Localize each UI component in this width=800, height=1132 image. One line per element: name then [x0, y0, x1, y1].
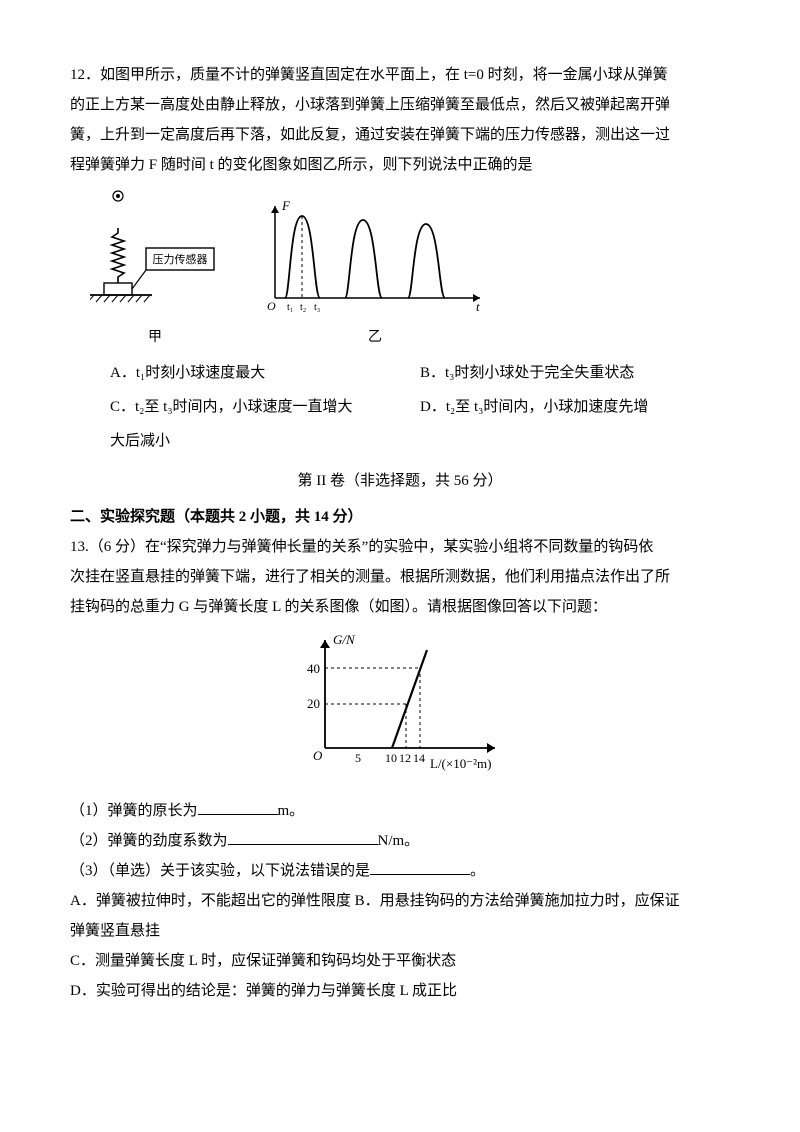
q12-stem-line3: 簧，上升到一定高度后再下落，如此反复，通过安装在弹簧下端的压力传感器，测出这一过 — [70, 120, 730, 150]
q12-figures: 压力传感器 甲 F t O t₁ t₂ t₃ 乙 — [90, 188, 730, 352]
q12-fig-jia: 压力传感器 甲 — [90, 188, 220, 352]
q12-option-b: B．t₃时刻小球处于完全失重状态 — [420, 358, 730, 388]
q12-option-d: D．t₂至 t₃时间内，小球加速度先增 — [420, 392, 730, 422]
xtick-14: 14 — [413, 751, 425, 765]
q12-option-a: A．t₁时刻小球速度最大 — [110, 358, 420, 388]
q13-stem-line1: 13.（6 分）在“探究弹力与弹簧伸长量的关系”的实验中，某实验小组将不同数量的… — [70, 532, 730, 562]
section-ii-sub: 二、实验探究题（本题共 2 小题，共 14 分） — [70, 502, 730, 532]
q12-option-d-cont: 大后减小 — [70, 426, 730, 456]
q13-option-a2: 弹簧竖直悬挂 — [70, 916, 730, 946]
q12-stem-line2: 的正上方某一高度处由静止释放，小球落到弹簧上压缩弹簧至最低点，然后又被弹起离开弹 — [70, 90, 730, 120]
q12-stem-line4: 程弹簧弹力 F 随时间 t 的变化图象如图乙所示，则下列说法中正确的是 — [70, 150, 730, 180]
q13-sub3-end: 。 — [470, 863, 485, 879]
tick-t1: t₁ — [287, 302, 293, 313]
q13-sub1: （1）弹簧的原长为 m。 — [70, 796, 730, 826]
q13-sub3: （3）（单选）关于该实验，以下说法错误的是 。 — [70, 856, 730, 886]
q13-option-d: D．实验可得出的结论是：弹簧的弹力与弹簧长度 L 成正比 — [70, 976, 730, 1006]
q13-option-c: C．测量弹簧长度 L 时，应保证弹簧和钩码均处于平衡状态 — [70, 946, 730, 976]
xtick-12: 12 — [399, 751, 411, 765]
svg-text:O: O — [313, 748, 323, 763]
tick-t3: t₃ — [314, 302, 320, 313]
q13-stem-line3: 挂钩码的总重力 G 与弹簧长度 L 的关系图像（如图）。请根据图像回答以下问题： — [70, 592, 730, 622]
g-vs-l-graph: G/N L/(×10⁻²m) O 20 40 5 10 12 14 — [285, 628, 515, 778]
blank-3[interactable] — [370, 858, 470, 876]
ytick-20: 20 — [307, 696, 320, 711]
svg-text:O: O — [267, 299, 276, 313]
q13-stem-line2: 次挂在竖直悬挂的弹簧下端，进行了相关的测量。根据所测数据，他们利用描点法作出了所 — [70, 562, 730, 592]
ytick-40: 40 — [307, 661, 320, 676]
blank-1[interactable] — [198, 798, 278, 816]
x-axis-label: t — [476, 299, 480, 314]
q13-sub2-unit: N/m。 — [378, 833, 420, 849]
q13-sub2-text: （2）弹簧的劲度系数为 — [70, 833, 228, 849]
q12-option-c: C．t₂至 t₃时间内，小球速度一直增大 — [110, 392, 420, 422]
sensor-label: 压力传感器 — [153, 253, 208, 266]
fig-jia-label: 甲 — [148, 324, 162, 352]
q13-sub1-unit: m。 — [278, 803, 305, 819]
y-axis-label: F — [281, 198, 291, 213]
l-axis-label: L/(×10⁻²m) — [430, 756, 491, 771]
q12-stem-line1: 12．如图甲所示，质量不计的弹簧竖直固定在水平面上，在 t=0 时刻，将一金属小… — [70, 60, 730, 90]
g-axis-label: G/N — [333, 632, 356, 647]
xtick-10: 10 — [385, 751, 397, 765]
q13-option-a: A．弹簧被拉伸时，不能超出它的弹性限度 B．用悬挂钩码的方法给弹簧施加拉力时，应… — [70, 886, 730, 916]
section-ii-heading: 第 II 卷（非选择题，共 56 分） — [70, 466, 730, 496]
q13-sub1-text: （1）弹簧的原长为 — [70, 803, 198, 819]
blank-2[interactable] — [228, 828, 378, 846]
q12-fig-yi: F t O t₁ t₂ t₃ 乙 — [260, 198, 490, 352]
force-time-graph: F t O t₁ t₂ t₃ — [260, 198, 490, 318]
xtick-5: 5 — [355, 751, 361, 765]
q13-sub2: （2）弹簧的劲度系数为 N/m。 — [70, 826, 730, 856]
tick-t2: t₂ — [300, 302, 306, 313]
q13-graph-wrap: G/N L/(×10⁻²m) O 20 40 5 10 12 14 — [70, 628, 730, 778]
fig-yi-label: 乙 — [368, 324, 382, 352]
q13-sub3-text: （3）（单选）关于该实验，以下说法错误的是 — [70, 863, 370, 879]
spring-sensor-diagram: 压力传感器 — [90, 188, 220, 318]
